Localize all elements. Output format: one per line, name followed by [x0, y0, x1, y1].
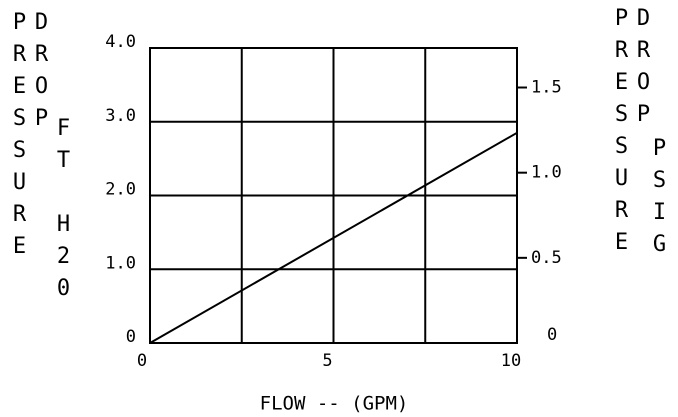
y2-tick-label: 0: [547, 325, 557, 345]
x-tick-label: 5: [322, 351, 332, 371]
y-axis-units: FT H20: [51, 116, 76, 308]
y2-axis-label: PRESSURE DROP: [609, 6, 656, 262]
y-tick-label: 4.0: [105, 32, 136, 52]
data-line: [149, 131, 518, 344]
y-tick-label: 1.0: [105, 253, 136, 273]
y-tick-label: 2.0: [105, 180, 136, 200]
x-tick-label: 0: [137, 351, 147, 371]
x-axis-label: FLOW -- (GPM): [260, 393, 409, 415]
y-tick-label: 0: [126, 327, 136, 347]
y2-tick-label: 1.0: [531, 163, 562, 183]
y-tick-label: 3.0: [105, 106, 136, 126]
y2-axis-units: PSIG: [647, 136, 672, 264]
y2-tick-label: 1.5: [531, 78, 562, 98]
x-tick-label: 10: [501, 351, 521, 371]
y-axis-label: PRESSURE DROP: [7, 10, 54, 266]
y2-tick-label: 0.5: [531, 248, 562, 268]
